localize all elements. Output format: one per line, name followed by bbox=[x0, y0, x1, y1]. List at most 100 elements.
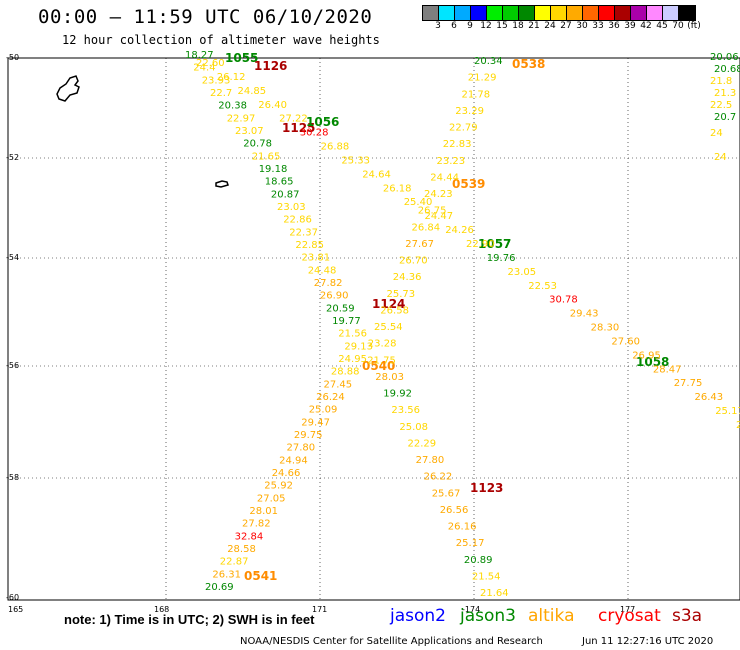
island-shape bbox=[215, 180, 229, 188]
color-scale-label: 70 bbox=[672, 21, 684, 31]
wave-height-value: 26.95 bbox=[632, 350, 661, 361]
wave-height-value: 24.85 bbox=[238, 86, 267, 97]
wave-height-value: 23.03 bbox=[277, 202, 306, 213]
latitude-label: -54 bbox=[6, 253, 19, 262]
longitude-label: 177 bbox=[620, 605, 635, 614]
wave-height-value: 28.01 bbox=[249, 506, 278, 517]
wave-height-value: 22.83 bbox=[443, 139, 472, 150]
wave-height-value: 21.64 bbox=[480, 588, 509, 599]
wave-height-value: 22.79 bbox=[449, 123, 478, 134]
mission-altika: altika bbox=[528, 606, 575, 626]
color-scale-label: 3 bbox=[435, 21, 441, 31]
wave-height-value: 21.54 bbox=[472, 571, 501, 582]
color-scale-swatch bbox=[423, 6, 439, 20]
wave-height-value: 25.40 bbox=[404, 197, 433, 208]
wave-height-value: 26.22 bbox=[424, 472, 453, 483]
color-scale-swatch bbox=[583, 6, 599, 20]
color-scale-label: 9 bbox=[467, 21, 473, 31]
map-subtitle: 12 hour collection of altimeter wave hei… bbox=[62, 33, 380, 47]
wave-height-value: 20.59 bbox=[326, 303, 355, 314]
wave-height-value: 28.58 bbox=[227, 544, 256, 555]
island-shape bbox=[56, 75, 80, 102]
wave-height-value: 20.34 bbox=[474, 56, 503, 67]
edge-wave-value: 21.8 bbox=[710, 76, 732, 87]
wave-height-value: 25.73 bbox=[387, 289, 416, 300]
generation-timestamp: Jun 11 12:27:16 UTC 2020 bbox=[582, 636, 714, 647]
wave-height-value: 23.28 bbox=[368, 339, 397, 350]
mission-jason2: jason2 bbox=[390, 606, 446, 626]
wave-height-value: 22.97 bbox=[227, 113, 256, 124]
pass-time-label: 1056 bbox=[306, 115, 339, 129]
edge-wave-value: 22.5 bbox=[710, 100, 732, 111]
wave-height-value: 27.60 bbox=[611, 337, 640, 348]
wave-height-value: 26.58 bbox=[380, 305, 409, 316]
wave-height-value: 22.60 bbox=[196, 58, 225, 69]
wave-height-value: 22.87 bbox=[220, 557, 249, 568]
edge-wave-value: 21.3 bbox=[714, 88, 736, 99]
wave-height-value: 27.80 bbox=[287, 443, 316, 454]
wave-height-value: 25.17 bbox=[715, 406, 740, 417]
wave-height-value: 23.93 bbox=[202, 75, 231, 86]
color-scale-label: 6 bbox=[451, 21, 457, 31]
wave-height-value: 26.90 bbox=[320, 291, 349, 302]
wave-height-value: 29.75 bbox=[294, 430, 323, 441]
wave-height-value: 26.88 bbox=[321, 142, 350, 153]
color-scale-label: 18 bbox=[512, 21, 524, 31]
color-scale-swatch bbox=[647, 6, 663, 20]
wave-height-value: 21.56 bbox=[338, 329, 367, 340]
color-scale-swatch bbox=[487, 6, 503, 20]
wave-height-value: 26.18 bbox=[383, 183, 412, 194]
wave-height-value: 22.86 bbox=[283, 215, 312, 226]
wave-height-value: 26.43 bbox=[695, 392, 724, 403]
pass-time-label: 1055 bbox=[225, 51, 258, 65]
wave-height-value: 28.88 bbox=[331, 367, 360, 378]
wave-height-value: 20.87 bbox=[271, 189, 300, 200]
wave-height-value: 22.90 bbox=[466, 239, 495, 250]
color-scale-swatch bbox=[615, 6, 631, 20]
color-scale-label: 36 bbox=[608, 21, 620, 31]
pass-time-label: 0538 bbox=[512, 57, 545, 71]
wave-height-value: 27.82 bbox=[242, 519, 271, 530]
color-scale-swatch bbox=[471, 6, 487, 20]
wave-height-value: 19.76 bbox=[487, 253, 516, 264]
mission-s3a: s3a bbox=[672, 606, 703, 626]
wave-height-value: 21.65 bbox=[252, 151, 281, 162]
wave-height-value: 25.67 bbox=[432, 488, 461, 499]
wave-height-value: 24.86 bbox=[736, 420, 740, 431]
color-scale-label: 39 bbox=[624, 21, 636, 31]
wave-height-value: 22.29 bbox=[408, 438, 437, 449]
color-scale-label: 45 bbox=[656, 21, 668, 31]
color-scale-label: 42 bbox=[640, 21, 652, 31]
pass-time-label: 0540 bbox=[362, 359, 395, 373]
wave-height-value: 26.70 bbox=[399, 256, 428, 267]
wave-height-value: 24.23 bbox=[424, 189, 453, 200]
wave-height-value: 22.7 bbox=[210, 88, 232, 99]
wave-height-value: 18.27 bbox=[185, 50, 214, 61]
color-scale-swatch bbox=[631, 6, 647, 20]
wave-height-value: 22.85 bbox=[295, 240, 324, 251]
color-scale-label: (ft) bbox=[687, 21, 701, 31]
wave-height-value: 20.78 bbox=[243, 139, 272, 150]
wave-height-value: 29.43 bbox=[570, 309, 599, 320]
wave-height-value: 19.18 bbox=[259, 164, 288, 175]
altika-track: 20.34 21.29 21.78 23.29 22.79 22.83 23.23 24.44… bbox=[367, 56, 508, 599]
wave-height-value: 28.47 bbox=[653, 364, 682, 375]
wave-height-value: 20.69 bbox=[205, 582, 234, 593]
color-scale-label: 21 bbox=[528, 21, 540, 31]
wave-height-value: 27.22 bbox=[279, 114, 308, 125]
wave-height-value: 24.64 bbox=[362, 169, 391, 180]
wave-height-value: 26.12 bbox=[217, 72, 246, 83]
wave-height-value: 23.81 bbox=[302, 253, 331, 264]
wave-height-value: 21.78 bbox=[462, 89, 491, 100]
wave-height-value: 26.84 bbox=[412, 222, 441, 233]
wave-height-value: 23.07 bbox=[235, 126, 264, 137]
wave-height-value: 26.16 bbox=[448, 522, 477, 533]
latitude-label: -52 bbox=[6, 153, 19, 162]
pass-time-label: 0539 bbox=[452, 177, 485, 191]
cryosat-track: 22.60 26.12 24.85 26.40 27.22 30.28 26.88 25.33… bbox=[196, 58, 740, 431]
wave-height-color-scale bbox=[422, 5, 696, 21]
wave-height-value: 24.48 bbox=[308, 265, 337, 276]
wave-height-value: 24.66 bbox=[272, 468, 301, 479]
edge-wave-value: 20.7 bbox=[714, 112, 736, 123]
